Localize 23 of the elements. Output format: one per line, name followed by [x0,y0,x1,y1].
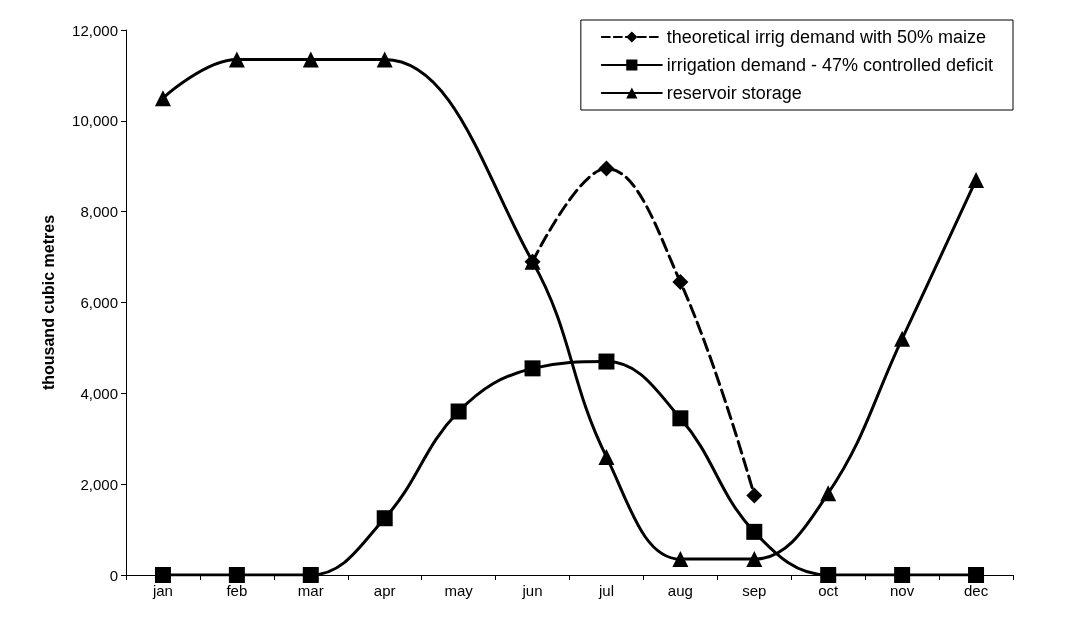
x-tick-label: jan [151,582,173,599]
y-tick-label: 6,000 [80,294,118,311]
legend-label: reservoir storage [666,83,802,103]
y-tick-label: 12,000 [72,21,118,39]
x-tick-label: feb [226,582,248,599]
y-tick-label: 2,000 [80,475,118,493]
legend-label: theoretical irrig demand with 50% maize [666,27,986,47]
y-tick-label: 8,000 [80,203,118,221]
y-tick-label: 0 [109,566,118,584]
y-axis-title: thousand cubic metres [39,214,57,391]
x-tick-label: apr [373,582,396,599]
x-tick-label: aug [667,582,693,599]
y-tick-label: 10,000 [72,112,118,130]
x-tick-label: jun [521,582,543,599]
y-tick-label: 4,000 [80,384,118,402]
x-tick-label: nov [890,582,915,599]
x-tick-label: oct [818,582,840,599]
x-tick-label: jul [597,582,614,599]
x-tick-label: may [444,582,474,599]
legend-label: irrigation demand - 47% controlled deficit [666,55,993,75]
x-tick-label: sep [742,582,767,599]
x-tick-label: mar [297,582,324,599]
x-tick-label: dec [963,582,989,599]
